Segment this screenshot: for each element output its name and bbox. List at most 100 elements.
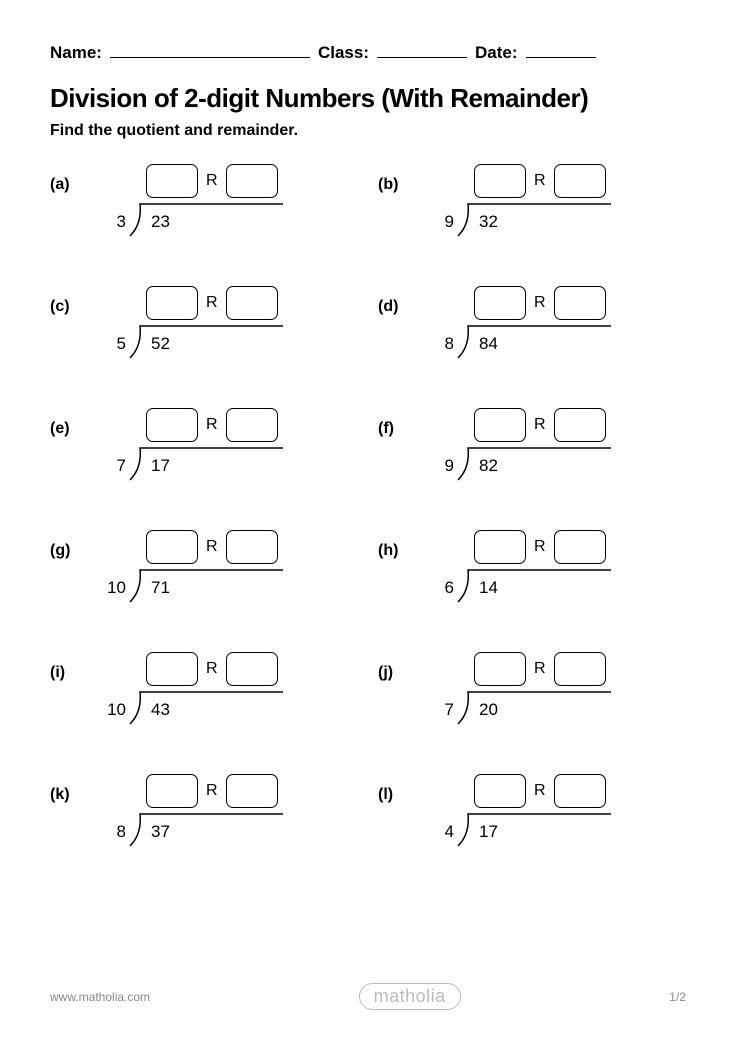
problem-label: (e) [50, 408, 78, 438]
divisor: 3 [106, 212, 126, 232]
remainder-label: R [206, 294, 218, 312]
divisor: 10 [106, 578, 126, 598]
problem-work-area: R 6 14 [424, 530, 644, 610]
problem-work-area: R323 [96, 164, 316, 244]
problem-work-area: R982 [424, 408, 644, 488]
quotient-box[interactable] [474, 774, 526, 808]
answer-row: R [146, 774, 278, 808]
problem-work-area: R417 [424, 774, 644, 854]
remainder-label: R [206, 172, 218, 190]
remainder-box[interactable] [554, 530, 606, 564]
remainder-box[interactable] [226, 652, 278, 686]
problem: (a)R323 [50, 164, 358, 244]
answer-row: R [474, 286, 606, 320]
answer-row: R [146, 286, 278, 320]
answer-row: R [474, 652, 606, 686]
quotient-box[interactable] [146, 286, 198, 320]
problem-label: (i) [50, 652, 78, 682]
remainder-label: R [206, 782, 218, 800]
header-row: Name: Class: Date: [50, 40, 686, 63]
dividend: 37 [151, 822, 170, 842]
date-blank-line[interactable] [526, 40, 596, 58]
quotient-box[interactable] [146, 774, 198, 808]
quotient-box[interactable] [474, 530, 526, 564]
problem-label: (c) [50, 286, 78, 316]
quotient-box[interactable] [474, 652, 526, 686]
remainder-box[interactable] [554, 286, 606, 320]
answer-row: R [146, 652, 278, 686]
answer-row: R [146, 408, 278, 442]
remainder-label: R [534, 538, 546, 556]
dividend: 32 [479, 212, 498, 232]
quotient-box[interactable] [474, 164, 526, 198]
remainder-box[interactable] [226, 164, 278, 198]
remainder-box[interactable] [226, 408, 278, 442]
problem-label: (f) [378, 408, 406, 438]
problem: (k)R837 [50, 774, 358, 854]
remainder-box[interactable] [554, 774, 606, 808]
divisor: 10 [106, 700, 126, 720]
problem-label: (a) [50, 164, 78, 194]
problem-work-area: R884 [424, 286, 644, 366]
problem-label: (h) [378, 530, 406, 560]
problem-work-area: R932 [424, 164, 644, 244]
problem-work-area: R 5 52 [96, 286, 316, 366]
answer-row: R [474, 408, 606, 442]
problems-grid: (a) R 32 3 (b) R932 (c) R 5 52 (d) R884 (e) R717 (f) R9… [50, 164, 686, 854]
problem-work-area: R720 [424, 652, 644, 732]
problem: (e) R717 [50, 408, 358, 488]
remainder-label: R [206, 416, 218, 434]
remainder-label: R [534, 660, 546, 678]
quotient-box[interactable] [146, 652, 198, 686]
remainder-box[interactable] [226, 774, 278, 808]
answer-row: R [474, 774, 606, 808]
divisor: 5 [106, 334, 126, 354]
page-title: Division of 2-digit Numbers (With Remain… [50, 83, 686, 114]
class-blank-line[interactable] [377, 40, 467, 58]
dividend: 14 [479, 578, 498, 598]
quotient-box[interactable] [474, 286, 526, 320]
problem: (j) R720 [378, 652, 686, 732]
remainder-box[interactable] [226, 530, 278, 564]
answer-row: R [146, 530, 278, 564]
remainder-label: R [534, 172, 546, 190]
problem-work-area: R717 [96, 408, 316, 488]
remainder-label: R [206, 538, 218, 556]
dividend: 71 [151, 578, 170, 598]
quotient-box[interactable] [146, 530, 198, 564]
problem: (i) R 10 43 [50, 652, 358, 732]
answer-row: R [146, 164, 278, 198]
problem-label: (j) [378, 652, 406, 682]
problem-work-area: R 8 37 [96, 774, 316, 854]
remainder-box[interactable] [554, 408, 606, 442]
divisor: 4 [434, 822, 454, 842]
problem-label: (d) [378, 286, 406, 316]
remainder-box[interactable] [554, 652, 606, 686]
divisor: 8 [106, 822, 126, 842]
problem: (g)R1071 [50, 530, 358, 610]
remainder-label: R [206, 660, 218, 678]
remainder-box[interactable] [226, 286, 278, 320]
quotient-box[interactable] [146, 164, 198, 198]
dividend: 82 [479, 456, 498, 476]
problem: (f) R982 [378, 408, 686, 488]
class-label: Class: [318, 43, 369, 63]
remainder-box[interactable] [554, 164, 606, 198]
remainder-label: R [534, 782, 546, 800]
dividend: 20 [479, 700, 498, 720]
quotient-box[interactable] [474, 408, 526, 442]
problem-label: (b) [378, 164, 406, 194]
footer: www.matholia.com matholia 1/2 [50, 983, 686, 1010]
problem-work-area: R 10 71 [96, 530, 316, 610]
name-blank-line[interactable] [110, 40, 310, 58]
dividend: 52 [151, 334, 170, 354]
dividend: 43 [151, 700, 170, 720]
problem: (b) R932 [378, 164, 686, 244]
date-label: Date: [475, 43, 518, 63]
answer-row: R [474, 530, 606, 564]
dividend: 17 [151, 456, 170, 476]
problem: (d) R884 [378, 286, 686, 366]
quotient-box[interactable] [146, 408, 198, 442]
divisor: 6 [434, 578, 454, 598]
remainder-label: R [534, 416, 546, 434]
